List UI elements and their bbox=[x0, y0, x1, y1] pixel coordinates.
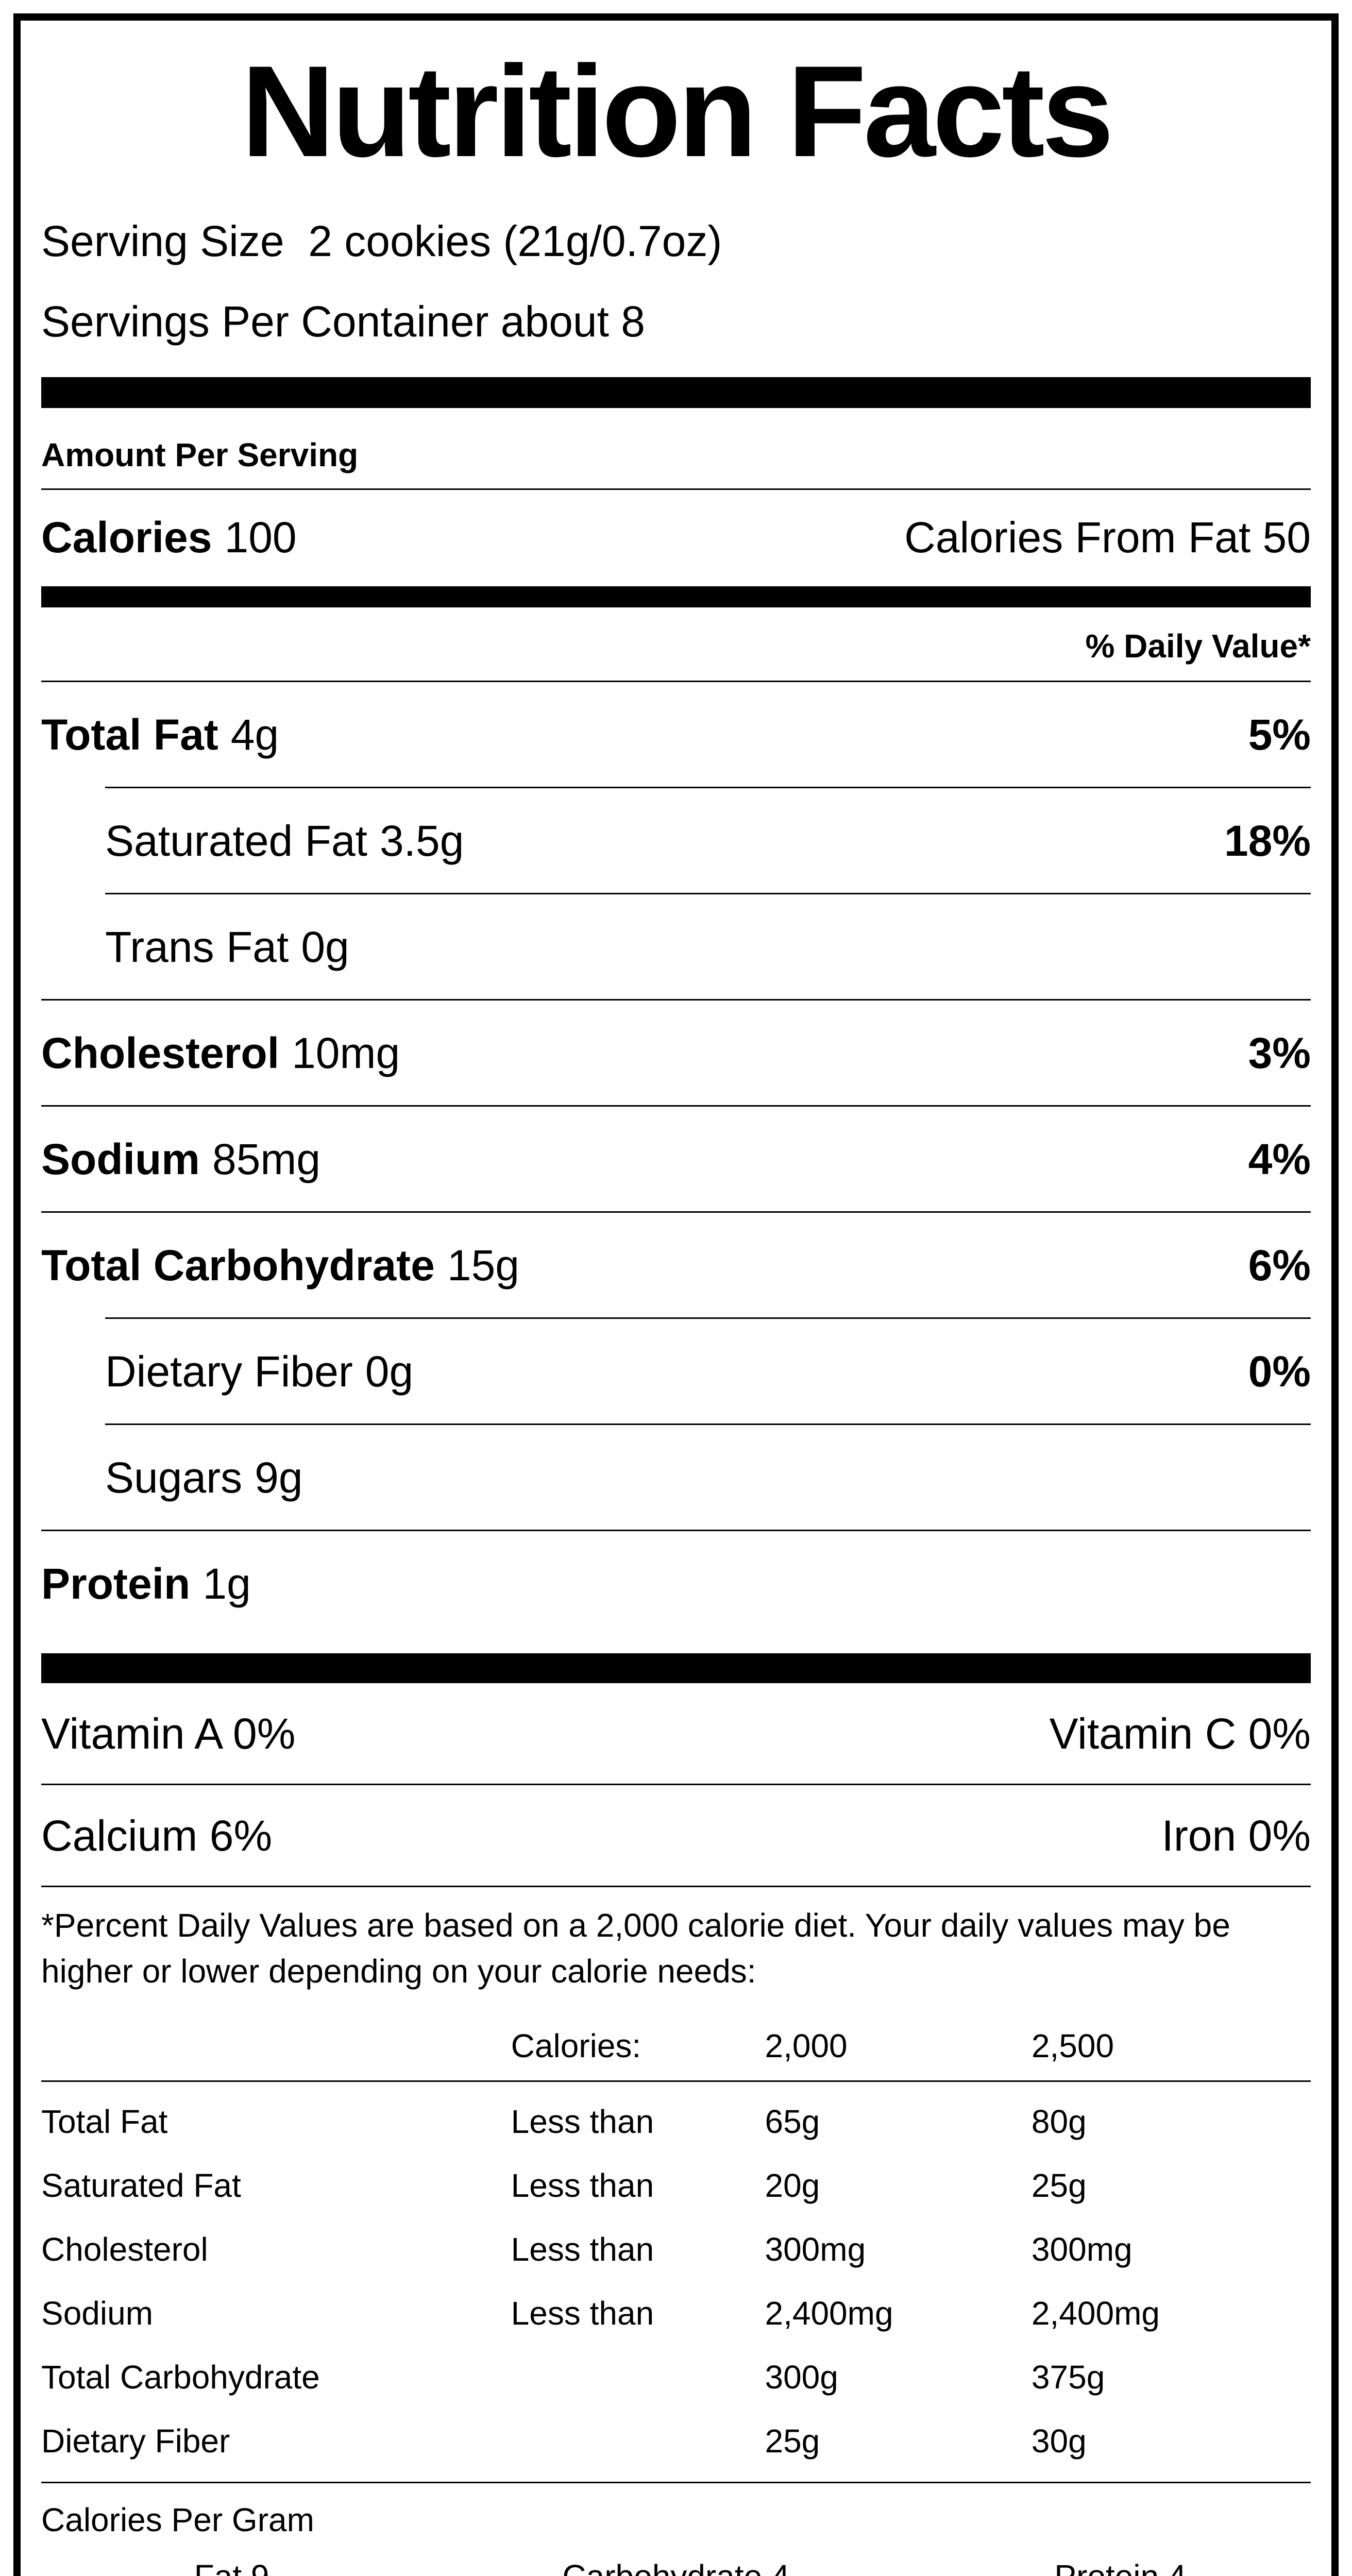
ref-cell: 300g bbox=[765, 2359, 838, 2396]
nutrient-amount: 0g bbox=[301, 923, 349, 972]
nutrient-amount: 1g bbox=[202, 1560, 251, 1608]
reference-table-body: Total Fat Less than 65g 80g Saturated Fa… bbox=[41, 2080, 1311, 2483]
nutrient-amount: 9g bbox=[255, 1453, 303, 1502]
daily-value-footnote: *Percent Daily Values are based on a 2,0… bbox=[41, 1906, 1230, 1990]
nutrient-row-sugars: Sugars 9g bbox=[105, 1423, 1311, 1530]
vitamin-row: Calcium 6% Iron 0% bbox=[41, 1783, 1311, 1886]
vitamin-a: Vitamin A 0% bbox=[41, 1709, 296, 1758]
ref-cell: 30g bbox=[1031, 2422, 1087, 2460]
calcium: Calcium 6% bbox=[41, 1811, 273, 1860]
nutrient-name: Protein bbox=[41, 1560, 191, 1608]
reference-row: Dietary Fiber 25g 30g bbox=[41, 2409, 1311, 2472]
nutrient-name: Sugars bbox=[105, 1453, 243, 1502]
calories-per-gram-title: Calories Per Gram bbox=[41, 2501, 314, 2538]
ref-cell bbox=[511, 2422, 765, 2460]
nutrient-row-sodium: Sodium 85mg 4% bbox=[41, 1105, 1311, 1211]
reference-row: Total Carbohydrate 300g 375g bbox=[41, 2345, 1311, 2409]
calories-per-gram-row: Fat 9 Carbohydrate 4 Protein 4 bbox=[41, 2546, 1311, 2576]
ref-col-blank bbox=[41, 2027, 511, 2065]
nutrient-row-saturated-fat: Saturated Fat 3.5g 18% bbox=[105, 787, 1311, 893]
cpg-carbohydrate: Carbohydrate 4 bbox=[422, 2557, 930, 2576]
ref-cell: Saturated Fat bbox=[41, 2167, 241, 2204]
daily-value-header: % Daily Value* bbox=[1085, 628, 1311, 665]
nutrient-name: Dietary Fiber bbox=[105, 1347, 353, 1396]
ref-cell: Dietary Fiber bbox=[41, 2422, 230, 2460]
divider-bar-thick bbox=[41, 1653, 1311, 1683]
label-title: Nutrition Facts bbox=[241, 39, 1114, 184]
ref-cell: 65g bbox=[765, 2103, 820, 2140]
nutrient-amount: 3.5g bbox=[379, 817, 464, 866]
iron: Iron 0% bbox=[1161, 1811, 1311, 1860]
serving-size: Serving Size 2 cookies (21g/0.7oz) bbox=[41, 217, 722, 266]
calories-left: Calories 100 bbox=[41, 513, 297, 563]
amount-per-serving-header: Amount Per Serving bbox=[41, 420, 1311, 490]
reference-table: Calories: 2,000 2,500 Total Fat Less tha… bbox=[41, 2012, 1311, 2483]
nutrient-amount: 85mg bbox=[212, 1135, 321, 1184]
ref-cell: Less than bbox=[511, 2231, 654, 2268]
divider-bar-thick bbox=[41, 377, 1311, 408]
reference-table-header: Calories: 2,000 2,500 bbox=[41, 2012, 1311, 2080]
nutrient-dv: 3% bbox=[1248, 1029, 1311, 1078]
vitamin-c: Vitamin C 0% bbox=[1049, 1709, 1311, 1758]
servings-per-container: Servings Per Container about 8 bbox=[41, 297, 646, 346]
ref-cell: Total Fat bbox=[41, 2103, 168, 2140]
nutrition-facts-label: Nutrition Facts Serving Size 2 cookies (… bbox=[13, 13, 1339, 2576]
calories-row: Calories 100 Calories From Fat 50 bbox=[41, 490, 1311, 584]
vitamins-section: Vitamin A 0% Vitamin C 0% Calcium 6% Iro… bbox=[41, 1683, 1311, 1887]
ref-cell: 300mg bbox=[1031, 2231, 1133, 2268]
ref-col-2000: 2,000 bbox=[765, 2027, 848, 2064]
nutrient-row-trans-fat: Trans Fat 0g bbox=[105, 893, 1311, 999]
nutrient-row-total-fat: Total Fat 4g 5% bbox=[41, 681, 1311, 787]
ref-cell: Less than bbox=[511, 2295, 654, 2332]
nutrient-amount: 0g bbox=[365, 1347, 414, 1396]
ref-cell: Sodium bbox=[41, 2295, 153, 2332]
reference-row: Cholesterol Less than 300mg 300mg bbox=[41, 2217, 1311, 2281]
ref-cell: 25g bbox=[765, 2422, 820, 2460]
nutrient-dv: 18% bbox=[1224, 817, 1311, 866]
ref-cell: Cholesterol bbox=[41, 2231, 208, 2268]
nutrient-name: Cholesterol bbox=[41, 1029, 280, 1078]
nutrient-row-cholesterol: Cholesterol 10mg 3% bbox=[41, 999, 1311, 1105]
ref-cell: 2,400mg bbox=[1031, 2295, 1160, 2332]
nutrient-dv: 6% bbox=[1248, 1241, 1311, 1290]
nutrient-name: Total Carbohydrate bbox=[41, 1241, 435, 1290]
ref-cell bbox=[511, 2358, 765, 2396]
cpg-fat: Fat 9 bbox=[41, 2557, 422, 2576]
reference-row: Sodium Less than 2,400mg 2,400mg bbox=[41, 2281, 1311, 2345]
nutrient-amount: 10mg bbox=[292, 1029, 400, 1078]
calories-from-fat: Calories From Fat 50 bbox=[904, 513, 1311, 562]
vitamin-row: Vitamin A 0% Vitamin C 0% bbox=[41, 1683, 1311, 1784]
nutrient-name: Total Fat bbox=[41, 710, 218, 759]
ref-cell: 2,400mg bbox=[765, 2295, 893, 2332]
ref-cell: Total Carbohydrate bbox=[41, 2359, 320, 2396]
ref-col-2500: 2,500 bbox=[1031, 2027, 1114, 2064]
nutrient-dv: 0% bbox=[1248, 1347, 1311, 1396]
nutrient-amount: 4g bbox=[230, 710, 279, 759]
nutrient-row-total-carbohydrate: Total Carbohydrate 15g 6% bbox=[41, 1211, 1311, 1317]
ref-cell: 300mg bbox=[765, 2231, 866, 2268]
nutrient-dv: 5% bbox=[1248, 710, 1311, 759]
ref-col-calories: Calories: bbox=[511, 2027, 641, 2064]
nutrient-name: Trans Fat bbox=[105, 923, 289, 972]
divider-bar-medium bbox=[41, 586, 1311, 608]
ref-cell: Less than bbox=[511, 2103, 654, 2140]
reference-row: Total Fat Less than 65g 80g bbox=[41, 2089, 1311, 2153]
nutrient-row-protein: Protein 1g bbox=[41, 1530, 1311, 1636]
ref-cell: 20g bbox=[765, 2167, 820, 2204]
calories-label: Calories bbox=[41, 513, 212, 562]
ref-cell: Less than bbox=[511, 2167, 654, 2204]
nutrient-name: Sodium bbox=[41, 1135, 200, 1184]
ref-cell: 25g bbox=[1031, 2167, 1087, 2204]
calories-value: 100 bbox=[224, 513, 297, 562]
reference-row: Saturated Fat Less than 20g 25g bbox=[41, 2153, 1311, 2217]
cpg-protein: Protein 4 bbox=[930, 2557, 1311, 2576]
nutrient-row-dietary-fiber: Dietary Fiber 0g 0% bbox=[105, 1317, 1311, 1423]
nutrient-amount: 15g bbox=[447, 1241, 520, 1290]
ref-cell: 80g bbox=[1031, 2103, 1087, 2140]
ref-cell: 375g bbox=[1031, 2359, 1105, 2396]
nutrient-name: Saturated Fat bbox=[105, 817, 367, 866]
nutrient-dv: 4% bbox=[1248, 1135, 1311, 1184]
